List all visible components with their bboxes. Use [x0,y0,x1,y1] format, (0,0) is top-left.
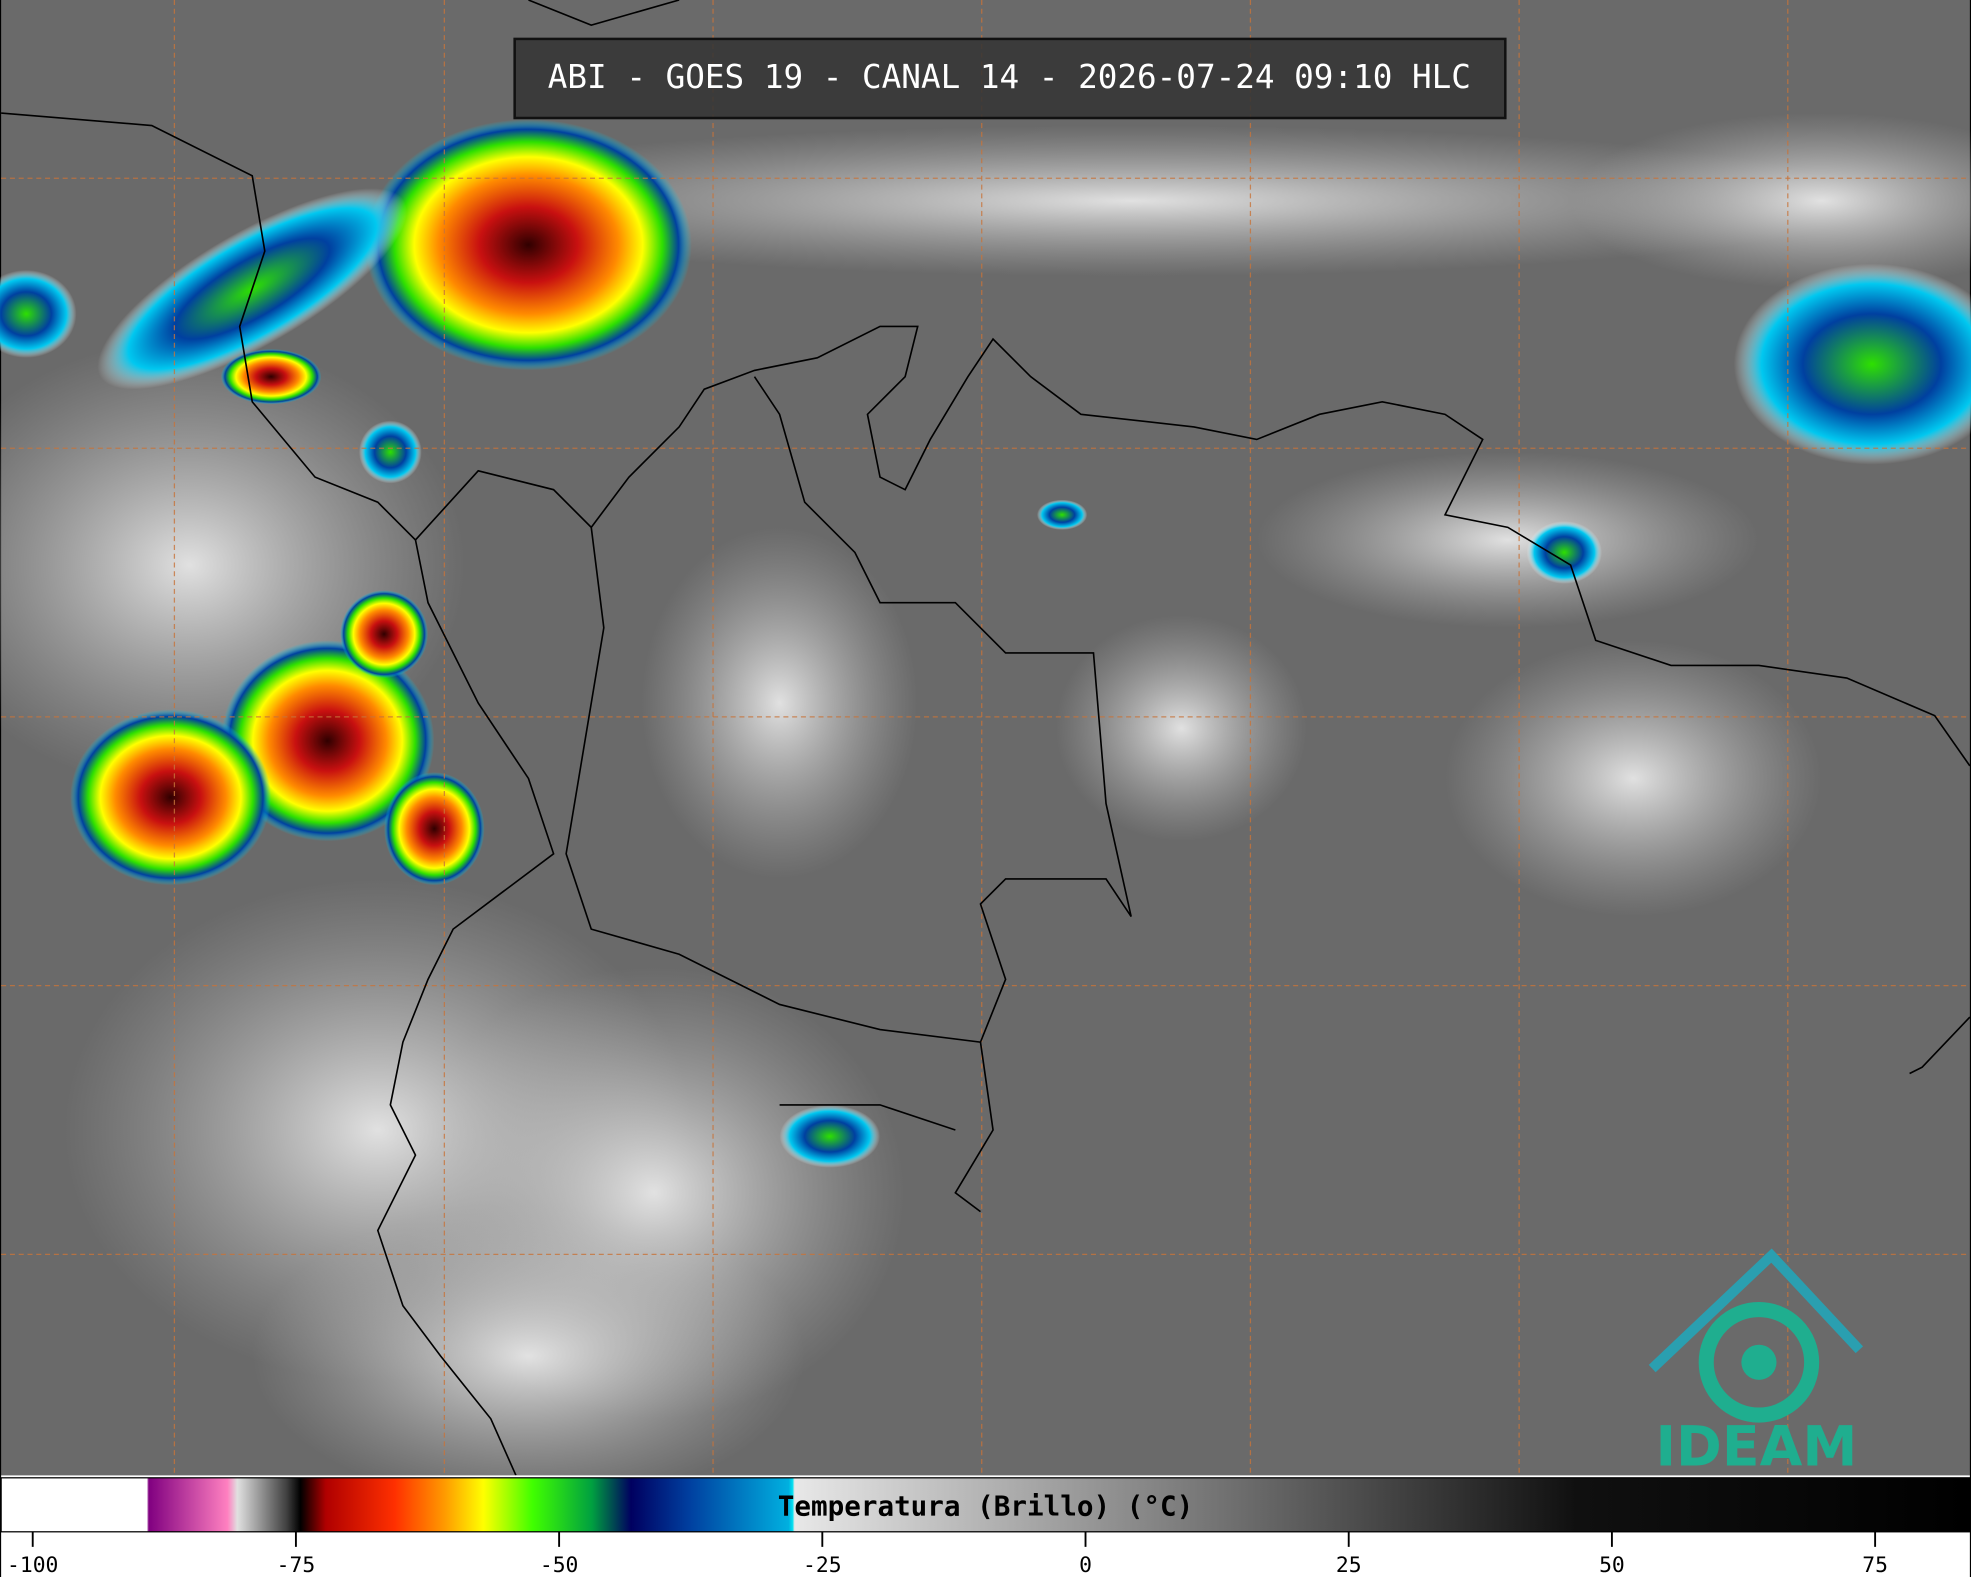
lat-lon-grid [1,0,1970,1476]
colorbar-label: Temperatura (Brillo) (°C) [778,1489,1194,1522]
tick-label: -50 [540,1553,579,1577]
colorbar-ticks: -100 -75 -50 -25 0 25 50 75 [7,1531,1888,1577]
title: ABI - GOES 19 - CANAL 14 - 2026-07-24 09… [548,58,1471,96]
coastlines [1,0,1971,1476]
logo: IDEAM [1648,1248,1864,1479]
tick-label: 50 [1599,1553,1625,1577]
tick-label: 25 [1336,1553,1362,1577]
colorbar [0,1477,1971,1533]
tick-label: 0 [1079,1553,1092,1577]
tick-label: -75 [277,1553,316,1577]
tick-label: -25 [803,1553,842,1577]
tick-label: -100 [7,1553,58,1577]
tick-label: 75 [1862,1553,1888,1577]
logo-text: IDEAM [1656,1415,1858,1479]
title-box [513,37,1507,120]
